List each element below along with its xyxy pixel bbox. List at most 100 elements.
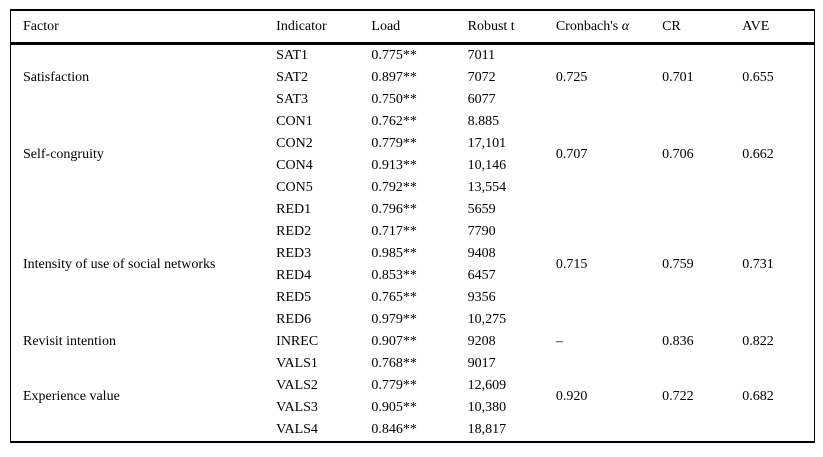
indicator-cell: CON4 [276,158,313,173]
load-cell: 0.905** [371,400,417,415]
header-cronbach-alpha: Cronbach's α [555,10,663,45]
cronbach-cell: 0.920 [555,389,588,404]
table-row: RED6 0.979** 10,275 [11,309,815,331]
indicator-cell: RED1 [276,202,312,217]
indicator-cell: CON5 [276,180,313,195]
table-row: SAT2 0.897** 7072 [11,67,815,89]
robust-t-cell: 7011 [467,48,496,63]
cr-cell: 0.706 [662,147,694,162]
cr-cell: 0.759 [662,257,694,272]
cronbach-cell: – [555,334,563,349]
indicator-cell: SAT1 [276,48,309,63]
load-cell: 0.765** [371,290,417,305]
load-cell: 0.779** [371,378,417,393]
robust-t-cell: 9408 [467,246,496,261]
table-row: Intensity of use of social networks RED1… [11,199,815,272]
table-row: VALS3 0.905** 10,380 [11,397,815,419]
table-row: SAT3 0.750** 6077 [11,89,815,111]
cronbach-cell: 0.707 [555,147,588,162]
indicator-cell: VALS3 [276,400,318,415]
ave-cell: 0.822 [742,334,774,349]
load-cell: 0.792** [371,180,417,195]
table-row: RED2 0.717** 7790 [11,221,815,243]
table-row: RED3 0.985** 9408 [11,243,815,265]
robust-t-cell: 13,554 [467,180,507,195]
robust-t-cell: 12,609 [467,378,507,393]
indicator-cell: SAT3 [276,92,309,107]
table-row: RED5 0.765** 9356 [11,287,815,309]
table-header: Factor Indicator Load Robust t Cronbach'… [10,10,815,45]
robust-t-cell: 10,146 [467,158,507,173]
robust-t-cell: 7790 [467,224,496,239]
indicator-cell: SAT2 [276,70,309,85]
header-ave: AVE [742,10,815,45]
load-cell: 0.775** [371,48,417,63]
table-row: Revisit intention INREC 0.907** 9208 – 0… [11,331,815,353]
header-load: Load [371,10,468,45]
robust-t-cell: 9356 [467,290,496,305]
header-robust-t: Robust t [467,10,556,45]
indicator-cell: VALS1 [276,356,318,371]
table-row: VALS4 0.846** 18,817 [11,419,815,442]
header-cr: CR [662,10,743,45]
load-cell: 0.913** [371,158,417,173]
cronbach-cell: 0.715 [555,257,588,272]
robust-t-cell: 9017 [467,356,496,371]
header-indicator: Indicator [276,10,372,45]
load-cell: 0.985** [371,246,417,261]
robust-t-cell: 10,275 [467,312,507,327]
table-row: Satisfaction SAT1 0.775** 7011 0.725 0.7… [11,44,815,85]
ave-cell: 0.731 [742,257,774,272]
robust-t-cell: 10,380 [467,400,507,415]
load-cell: 0.750** [371,92,417,107]
indicator-cell: CON2 [276,136,313,151]
robust-t-cell: 5659 [467,202,496,217]
table-row: CON5 0.792** 13,554 [11,177,815,199]
indicator-cell: RED4 [276,268,312,283]
factor-cell: Experience value [23,389,120,404]
table-row: CON2 0.779** 17,101 [11,133,815,155]
load-cell: 0.853** [371,268,417,283]
factor-cell: Self-congruity [23,147,104,162]
robust-t-cell: 7072 [467,70,496,85]
stats-table: Factor Indicator Load Robust t Cronbach'… [10,9,815,443]
factor-cell: Satisfaction [23,70,90,85]
factor-cell: Revisit intention [23,334,116,349]
indicator-cell: RED6 [276,312,312,327]
factor-cell: Intensity of use of social networks [23,257,216,272]
load-cell: 0.779** [371,136,417,151]
load-cell: 0.768** [371,356,417,371]
ave-cell: 0.682 [742,389,774,404]
robust-t-cell: 17,101 [467,136,507,151]
robust-t-cell: 18,817 [467,422,507,437]
cr-cell: 0.722 [662,389,694,404]
load-cell: 0.717** [371,224,417,239]
table-row: RED4 0.853** 6457 [11,265,815,287]
robust-t-cell: 6077 [467,92,496,107]
table-body: Satisfaction SAT1 0.775** 7011 0.725 0.7… [11,44,815,443]
table-row: Self-congruity CON1 0.762** 8.885 0.707 … [11,111,815,162]
load-cell: 0.846** [371,422,417,437]
indicator-cell: RED3 [276,246,312,261]
indicator-cell: RED5 [276,290,312,305]
header-row: Factor Indicator Load Robust t Cronbach'… [10,10,815,45]
load-cell: 0.762** [371,114,417,129]
load-cell: 0.979** [371,312,417,327]
header-factor: Factor [10,10,277,45]
robust-t-cell: 9208 [467,334,496,349]
indicator-cell: CON1 [276,114,313,129]
indicator-cell: VALS2 [276,378,318,393]
load-cell: 0.796** [371,202,417,217]
ave-cell: 0.655 [742,70,774,85]
table-row: VALS2 0.779** 12,609 [11,375,815,397]
robust-t-cell: 8.885 [467,114,500,129]
load-cell: 0.907** [371,334,417,349]
indicator-cell: VALS4 [276,422,318,437]
robust-t-cell: 6457 [467,268,496,283]
cr-cell: 0.701 [662,70,694,85]
cronbach-label: Cronbach's [555,18,619,34]
indicator-cell: RED2 [276,224,312,239]
table-row: Experience value VALS1 0.768** 9017 0.92… [11,353,815,404]
indicator-cell: INREC [276,334,319,349]
measurement-model-table: Factor Indicator Load Robust t Cronbach'… [10,9,815,443]
